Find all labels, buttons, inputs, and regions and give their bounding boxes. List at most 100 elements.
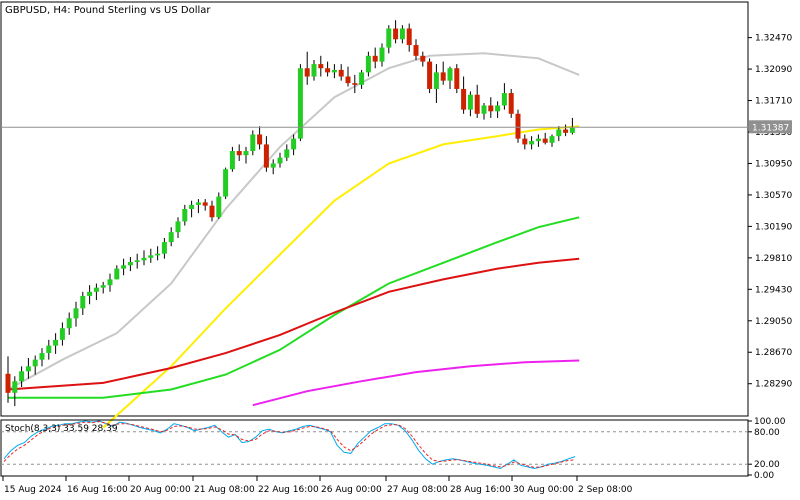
candle bbox=[563, 124, 569, 137]
candle-body-bull bbox=[284, 149, 290, 158]
candle bbox=[223, 167, 229, 200]
candle-body-bear bbox=[352, 83, 358, 85]
candle-body-bull bbox=[148, 255, 154, 258]
candle-body-bull bbox=[80, 295, 86, 309]
candle bbox=[73, 301, 79, 327]
candle bbox=[168, 227, 174, 247]
candle-body-bull bbox=[53, 339, 59, 346]
candle bbox=[100, 281, 106, 294]
candle bbox=[379, 43, 385, 67]
main-plot-frame bbox=[0, 1, 749, 417]
candle bbox=[127, 257, 133, 272]
candle bbox=[263, 136, 269, 172]
moving-average-green bbox=[8, 216, 580, 399]
candle bbox=[297, 64, 303, 142]
candle bbox=[304, 51, 310, 85]
candle-body-bull bbox=[467, 94, 473, 110]
candle-body-bull bbox=[529, 141, 535, 145]
candle bbox=[427, 58, 433, 94]
candle bbox=[107, 273, 113, 292]
candle bbox=[12, 376, 18, 407]
candle bbox=[420, 51, 426, 67]
candle bbox=[399, 25, 405, 44]
candle-body-bear bbox=[209, 205, 215, 218]
candle bbox=[284, 144, 290, 161]
candle-body-bull bbox=[39, 353, 45, 360]
candle-body-bear bbox=[440, 72, 446, 81]
candle-body-bear bbox=[325, 68, 331, 73]
candle-body-bull bbox=[481, 105, 487, 114]
candle bbox=[87, 285, 93, 305]
chart-title: GBPUSD, H4: Pound Sterling vs US Dollar bbox=[5, 5, 211, 16]
candle-body-bear bbox=[515, 113, 521, 139]
candle bbox=[250, 130, 256, 156]
price-tick-label: 1.29050 bbox=[755, 317, 792, 327]
candle bbox=[501, 83, 507, 110]
candle bbox=[454, 64, 460, 94]
candle-body-bull bbox=[216, 196, 222, 218]
candle bbox=[311, 59, 317, 81]
candle bbox=[447, 66, 453, 89]
candle-body-bull bbox=[141, 257, 147, 261]
candle-body-bear bbox=[318, 64, 324, 69]
candle bbox=[318, 55, 324, 77]
candle bbox=[32, 355, 38, 375]
time-tick-label: 15 Aug 2024 bbox=[4, 485, 62, 495]
candle-body-bull bbox=[331, 69, 337, 73]
time-tick-label: 16 Aug 16:00 bbox=[67, 485, 128, 495]
candle bbox=[433, 64, 439, 104]
candle bbox=[542, 132, 548, 145]
candle-body-bull bbox=[250, 134, 256, 152]
candle bbox=[59, 322, 65, 346]
candle-body-bull bbox=[433, 72, 439, 89]
candle bbox=[393, 20, 399, 44]
candle bbox=[549, 134, 555, 147]
candle bbox=[495, 101, 501, 118]
candle-body-bear bbox=[420, 55, 426, 62]
candle bbox=[148, 248, 154, 263]
candle bbox=[359, 69, 365, 89]
candle-body-bear bbox=[393, 28, 399, 40]
time-axis: 15 Aug 2024 16 Aug 16:00 20 Aug 00:00 21 Au… bbox=[2, 476, 633, 495]
candle-body-bear bbox=[427, 61, 433, 89]
candle-body-bull bbox=[25, 366, 31, 372]
candle-body-bear bbox=[542, 138, 548, 143]
candle-body-bear bbox=[372, 55, 378, 62]
candle-body-bear bbox=[488, 105, 494, 112]
candle bbox=[229, 146, 235, 172]
price-tick-label: 1.28290 bbox=[755, 380, 792, 390]
candle-body-bull bbox=[495, 105, 501, 112]
candle bbox=[325, 61, 331, 77]
candle-body-bull bbox=[399, 28, 405, 40]
candle-body-bull bbox=[243, 151, 249, 156]
candle-body-bear bbox=[5, 373, 11, 393]
candle bbox=[345, 66, 351, 87]
candle bbox=[134, 253, 140, 269]
price-tick-label: 1.32470 bbox=[755, 34, 792, 44]
candle-body-bull bbox=[270, 163, 276, 168]
candle bbox=[80, 291, 86, 315]
price-tick-label: 1.30190 bbox=[755, 222, 792, 232]
candle bbox=[141, 250, 147, 266]
moving-average-magenta bbox=[252, 359, 580, 407]
candle bbox=[508, 88, 514, 118]
candle-body-bull bbox=[100, 285, 106, 288]
candle bbox=[25, 358, 31, 379]
candle-body-bull bbox=[93, 287, 99, 292]
candle bbox=[182, 204, 188, 226]
candle-body-bear bbox=[413, 45, 419, 56]
candle-body-bull bbox=[127, 261, 133, 266]
candle-body-bull bbox=[73, 308, 79, 319]
candle bbox=[372, 47, 378, 69]
candle-body-bull bbox=[223, 169, 229, 197]
candle bbox=[155, 246, 161, 261]
candle bbox=[467, 91, 473, 117]
candle-body-bull bbox=[386, 28, 392, 48]
candle-body-bear bbox=[338, 69, 344, 77]
candle-body-bull bbox=[229, 151, 235, 170]
candle-body-bull bbox=[365, 55, 371, 73]
time-tick-label: 22 Aug 16:00 bbox=[258, 485, 319, 495]
main-plot: GBPUSD, H4: Pound Sterling vs US Dollar bbox=[0, 1, 749, 429]
price-tick-label: 1.29430 bbox=[755, 285, 792, 295]
candle bbox=[515, 109, 521, 143]
